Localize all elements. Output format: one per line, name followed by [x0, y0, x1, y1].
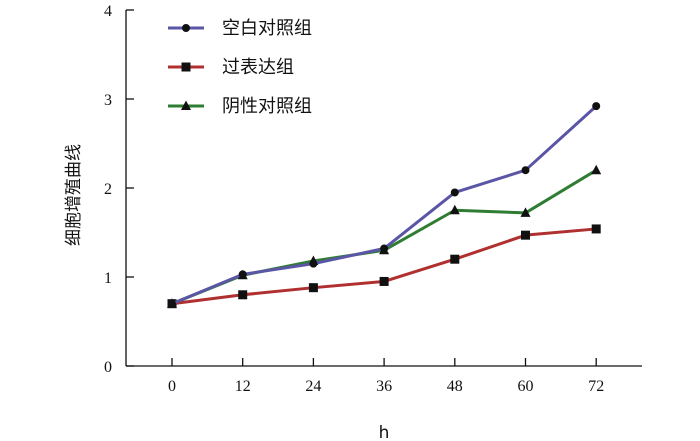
series-layer — [167, 102, 602, 309]
series-triangle — [167, 164, 602, 308]
data-point — [591, 164, 602, 175]
legend-label: 空白对照组 — [222, 18, 312, 39]
x-tick-label: 48 — [447, 378, 463, 395]
legend-marker — [182, 24, 190, 32]
x-tick-label: 36 — [376, 378, 392, 395]
y-tick-label: 4 — [104, 3, 112, 20]
series-line — [171, 227, 597, 306]
data-point — [450, 254, 460, 264]
x-tick-label: 12 — [235, 378, 251, 395]
series-circle — [168, 102, 601, 308]
legend-marker — [181, 62, 191, 72]
data-point — [168, 299, 176, 308]
y-ticks: 0 1 2 3 4 — [104, 3, 134, 376]
data-point — [238, 290, 248, 300]
x-tick-label: 60 — [518, 378, 534, 395]
x-axis-title: h — [379, 423, 390, 441]
legend-item: 阴性对照组 — [168, 96, 312, 117]
y-axis-title: 细胞增殖曲线 — [64, 144, 84, 246]
data-point — [591, 224, 601, 234]
y-tick-label: 3 — [104, 92, 112, 109]
y-tick-label: 2 — [104, 181, 112, 198]
data-point — [520, 207, 531, 217]
legend-item: 空白对照组 — [168, 18, 312, 39]
legend-label: 阴性对照组 — [222, 96, 312, 117]
data-point — [449, 204, 460, 215]
x-ticks: 0 12 24 36 48 60 72 — [168, 358, 604, 395]
x-tick-label: 0 — [168, 378, 176, 395]
y-tick-label: 1 — [104, 270, 112, 287]
data-point — [379, 276, 389, 286]
legend-item: 过表达组 — [168, 57, 294, 78]
data-point — [450, 188, 459, 197]
series-square — [167, 224, 601, 309]
x-tick-label: 72 — [588, 378, 604, 395]
data-point — [521, 230, 530, 240]
data-point — [592, 102, 601, 111]
y-tick-label: 0 — [104, 359, 112, 376]
data-point — [238, 270, 247, 279]
legend-label: 过表达组 — [222, 57, 294, 78]
data-point — [308, 283, 318, 293]
x-tick-label: 24 — [305, 378, 321, 395]
series-line — [171, 105, 598, 306]
data-point — [309, 259, 318, 268]
data-point — [380, 244, 389, 253]
data-point — [521, 166, 530, 175]
legend-marker — [181, 100, 191, 110]
